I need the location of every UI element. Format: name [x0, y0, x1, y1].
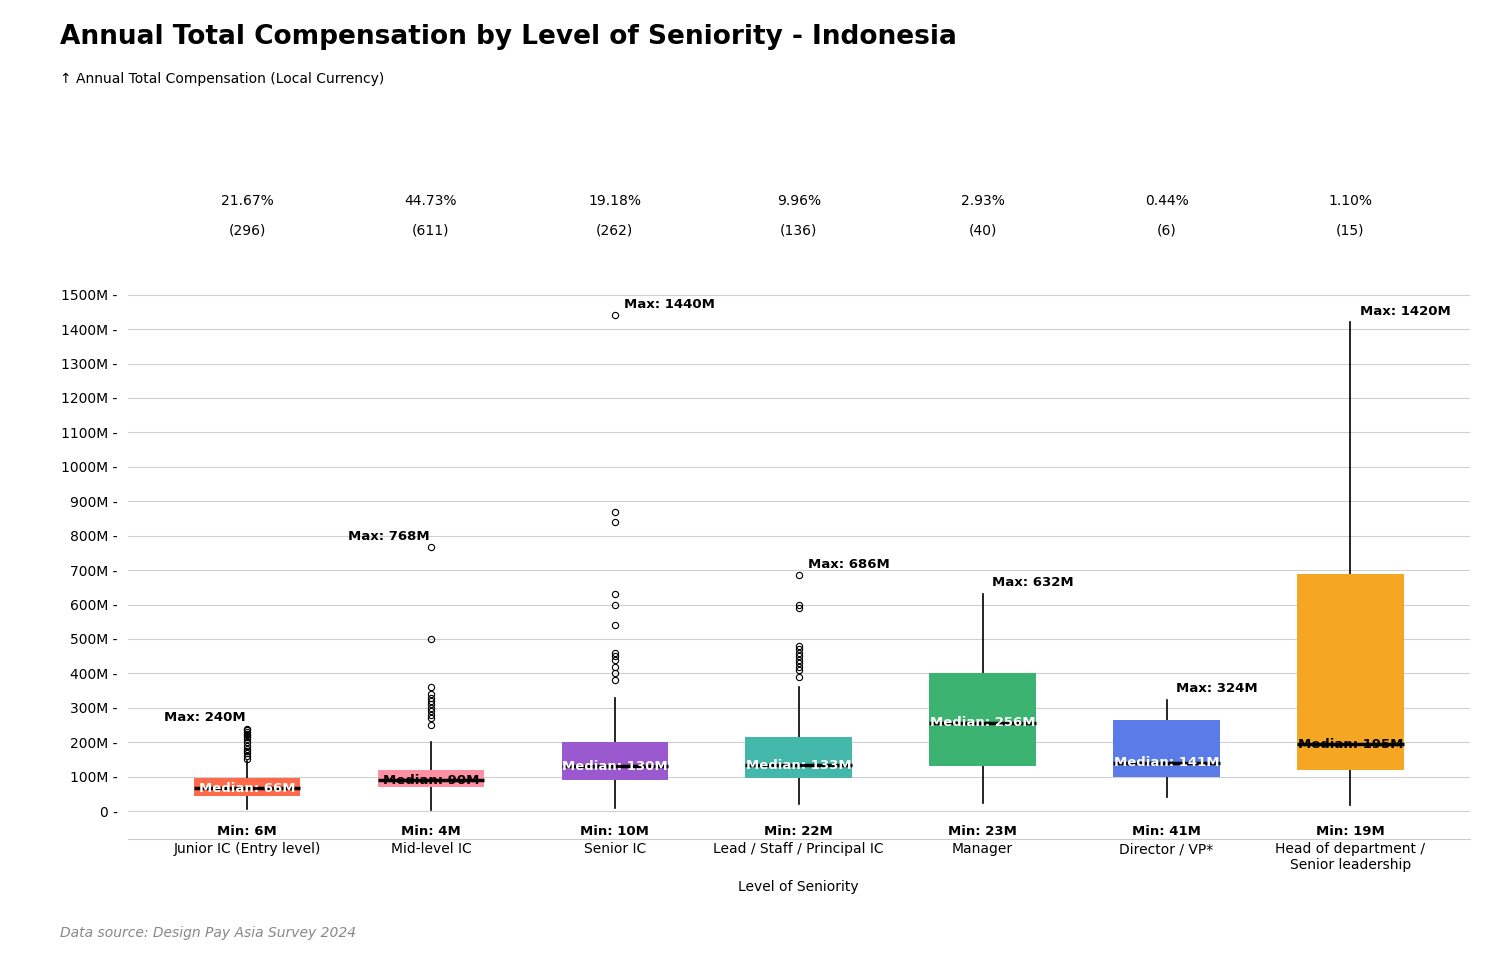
Text: 44.73%: 44.73%	[405, 194, 457, 208]
Text: Min: 6M: Min: 6M	[217, 825, 278, 838]
Bar	[194, 778, 300, 795]
Text: Median: 141M: Median: 141M	[1114, 756, 1220, 769]
Text: Annual Total Compensation by Level of Seniority - Indonesia: Annual Total Compensation by Level of Se…	[60, 24, 957, 50]
Text: Median: 66M: Median: 66M	[200, 782, 296, 795]
Text: Min: 22M: Min: 22M	[765, 825, 832, 838]
Bar	[1113, 720, 1220, 777]
Text: (6): (6)	[1156, 223, 1176, 237]
Text: Max: 686M: Max: 686M	[808, 558, 889, 571]
Text: 9.96%: 9.96%	[777, 194, 820, 208]
Text: Median: 256M: Median: 256M	[930, 716, 1035, 730]
Text: Manager: Manager	[952, 843, 1012, 856]
Text: 1.10%: 1.10%	[1329, 194, 1372, 208]
Text: Min: 19M: Min: 19M	[1316, 825, 1384, 838]
Bar	[378, 770, 484, 787]
Text: (40): (40)	[969, 223, 998, 237]
Text: Level of Seniority: Level of Seniority	[738, 880, 860, 894]
Text: Median: 195M: Median: 195M	[1298, 737, 1402, 751]
Text: (136): (136)	[780, 223, 818, 237]
Text: Min: 10M: Min: 10M	[580, 825, 650, 838]
Text: Mid-level IC: Mid-level IC	[390, 843, 471, 856]
Bar	[930, 674, 1036, 766]
Bar	[746, 737, 852, 779]
Text: Max: 240M: Max: 240M	[165, 711, 246, 724]
Text: 19.18%: 19.18%	[588, 194, 642, 208]
Text: Min: 41M: Min: 41M	[1132, 825, 1202, 838]
Text: Senior IC: Senior IC	[584, 843, 646, 856]
Bar	[561, 742, 668, 780]
Text: Head of department /
Senior leadership: Head of department / Senior leadership	[1275, 843, 1425, 872]
Text: 2.93%: 2.93%	[960, 194, 1005, 208]
Text: Median: 90M: Median: 90M	[382, 774, 478, 787]
Text: (15): (15)	[1336, 223, 1365, 237]
Text: (611): (611)	[413, 223, 450, 237]
Text: Max: 632M: Max: 632M	[992, 576, 1074, 589]
Text: (296): (296)	[228, 223, 266, 237]
Text: Director / VP*: Director / VP*	[1119, 843, 1214, 856]
Text: Max: 1440M: Max: 1440M	[624, 298, 716, 311]
Text: (262): (262)	[596, 223, 633, 237]
Text: Max: 324M: Max: 324M	[1176, 683, 1257, 695]
Text: Min: 23M: Min: 23M	[948, 825, 1017, 838]
Text: 21.67%: 21.67%	[220, 194, 273, 208]
Text: Median: 133M: Median: 133M	[746, 759, 852, 772]
Text: Lead / Staff / Principal IC: Lead / Staff / Principal IC	[714, 843, 884, 856]
Text: ↑ Annual Total Compensation (Local Currency): ↑ Annual Total Compensation (Local Curre…	[60, 72, 384, 87]
Text: Data source: Design Pay Asia Survey 2024: Data source: Design Pay Asia Survey 2024	[60, 925, 355, 940]
Text: Max: 768M: Max: 768M	[348, 529, 430, 543]
Text: Max: 1420M: Max: 1420M	[1359, 306, 1450, 318]
Text: Median: 130M: Median: 130M	[562, 760, 668, 773]
Text: Junior IC (Entry level): Junior IC (Entry level)	[174, 843, 321, 856]
Text: Min: 4M: Min: 4M	[400, 825, 460, 838]
Bar	[1298, 574, 1404, 770]
Text: 0.44%: 0.44%	[1144, 194, 1188, 208]
